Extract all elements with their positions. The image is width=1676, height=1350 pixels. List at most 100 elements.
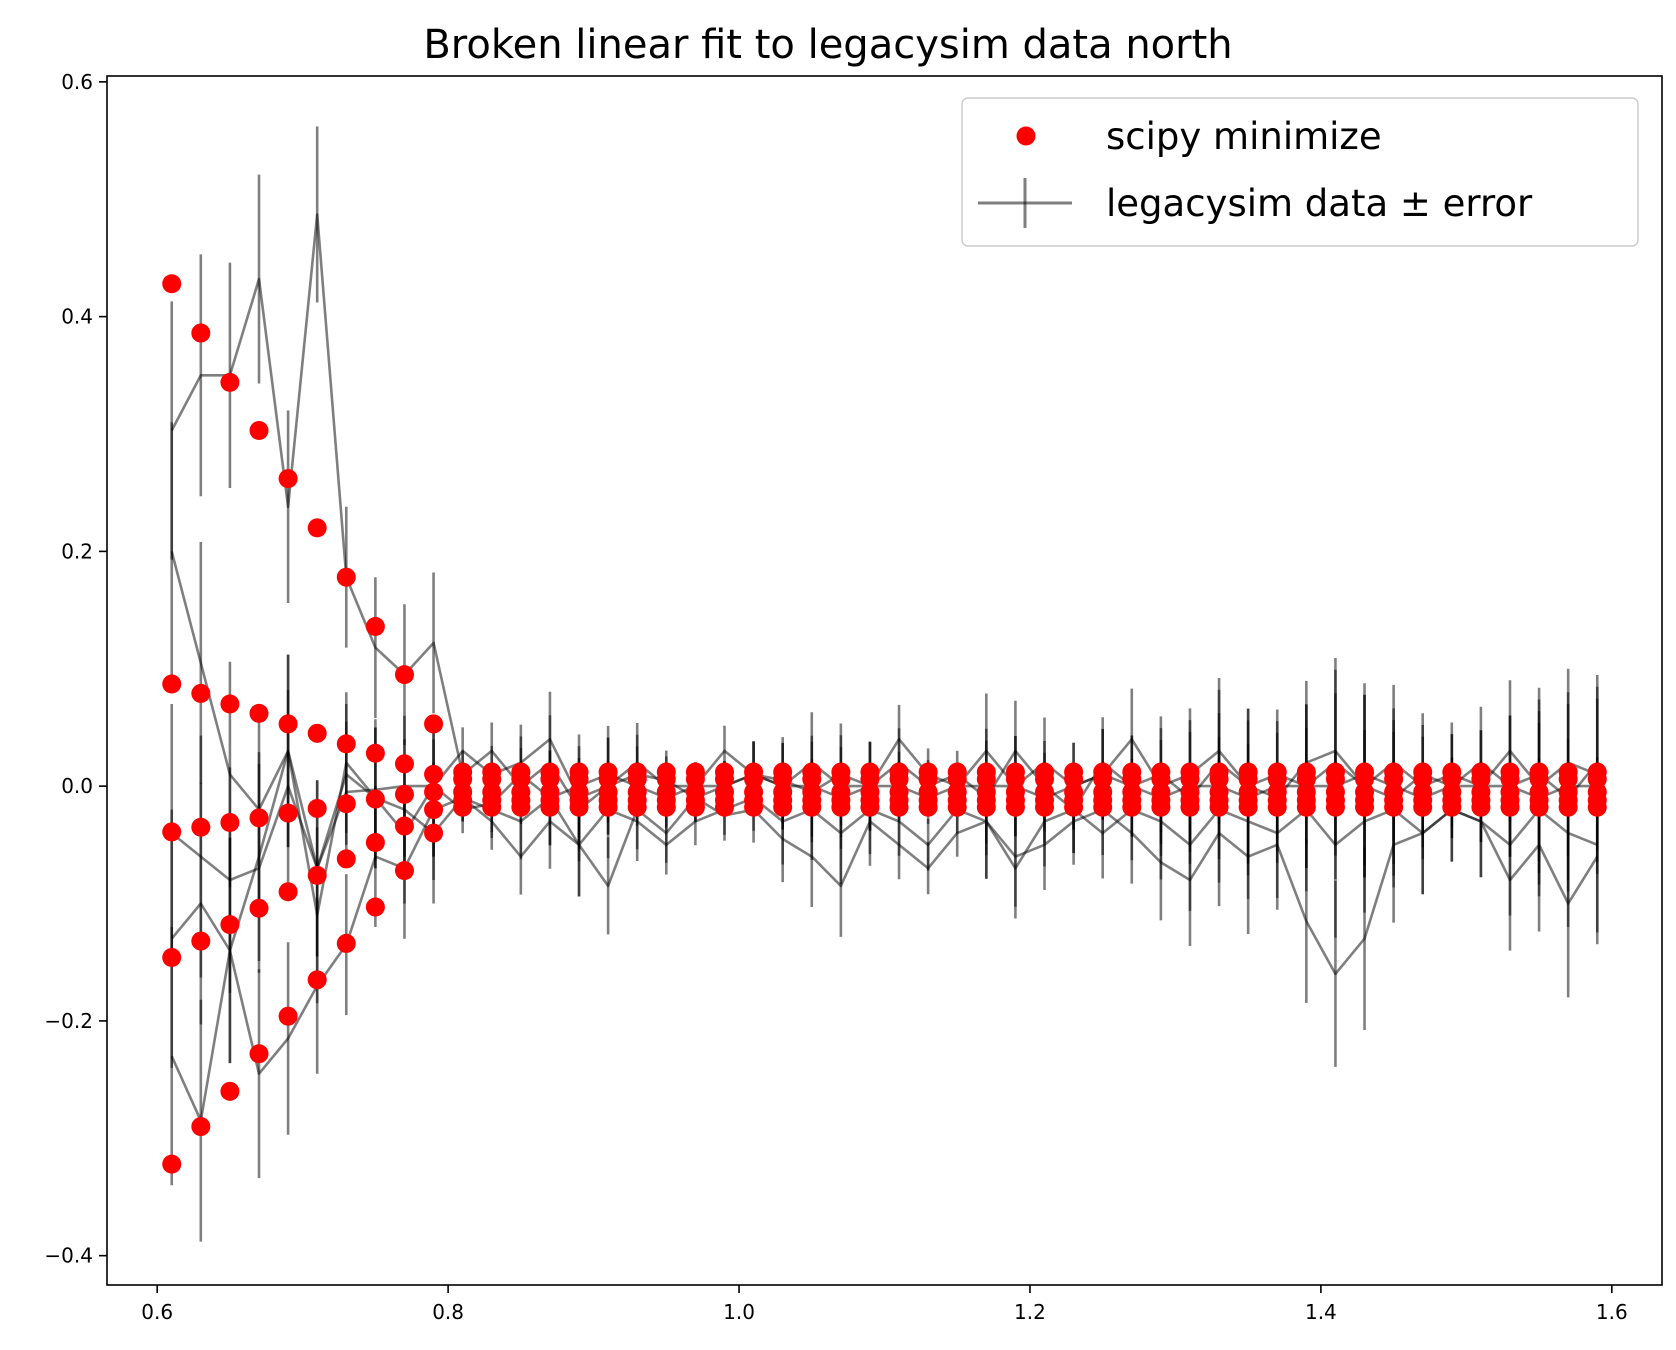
fit-point [249,808,269,828]
fit-point [220,1081,240,1101]
fit-point [365,789,385,809]
y-tick-label: 0.6 [61,70,93,94]
fit-point [394,784,414,804]
fit-point [336,849,356,869]
fit-point [1471,797,1491,817]
fit-point [1296,797,1316,817]
fit-point [365,832,385,852]
x-tick-label: 0.8 [432,1300,464,1324]
fit-point [511,797,531,817]
x-tick-label: 1.4 [1305,1300,1337,1324]
fit-point [947,797,967,817]
fit-point [1325,797,1345,817]
legend-fit-marker [1016,126,1036,146]
fit-point [976,797,996,817]
fit-point [249,1044,269,1064]
fit-point [191,323,211,343]
fit-point [714,797,734,817]
legend-box [961,97,1639,247]
fit-point [394,665,414,685]
fit-point [424,800,444,820]
fit-point [278,714,298,734]
fit-point [220,372,240,392]
fit-point [162,1154,182,1174]
fit-point [394,816,414,836]
fit-point [394,861,414,881]
data-line-3 [170,749,1598,952]
y-tick-label: 0.2 [61,539,93,563]
fit-point [1093,797,1113,817]
fit-point [889,797,909,817]
fit-point [365,617,385,637]
axes-frame [106,75,1663,1286]
fit-point [336,933,356,953]
chart-title: Broken linear fit to legacysim data nort… [423,22,1232,68]
fit-point [336,794,356,814]
fit-point [1500,797,1520,817]
fit-point [627,797,647,817]
fit-point [424,782,444,802]
fit-point [365,743,385,763]
fit-point [1558,797,1578,817]
fit-point [685,797,705,817]
fit-point [249,420,269,440]
fit-point [249,898,269,918]
fit-point [1384,797,1404,817]
fit-point [162,822,182,842]
fit-point [598,797,618,817]
fit-point [1442,797,1462,817]
fit-point [569,797,589,817]
fit-point [1151,797,1171,817]
y-tick-label: 0.0 [61,774,93,798]
fit-point [191,683,211,703]
fit-point [220,694,240,714]
fit-point [1529,797,1549,817]
fit-point [278,803,298,823]
fit-point [1267,797,1287,817]
fit-point [307,970,327,990]
x-tick-label: 1.6 [1596,1300,1628,1324]
fit-point [278,469,298,489]
fit-point [220,915,240,935]
fit-point [424,764,444,784]
data-line-0 [170,213,1599,811]
fit-point [1035,797,1055,817]
fit-point [162,274,182,294]
fit-point [1587,797,1607,817]
x-tick-label: 0.6 [141,1300,173,1324]
fit-point [1180,797,1200,817]
fit-point [191,817,211,837]
fit-point [1355,797,1375,817]
fit-point [860,797,880,817]
fit-point [191,1117,211,1137]
fit-point [1413,797,1433,817]
fit-point [278,882,298,902]
x-tick-label: 1.2 [1014,1300,1046,1324]
fit-point [1238,797,1258,817]
fit-point [307,865,327,885]
fit-point [162,948,182,968]
fit-point [424,714,444,734]
fit-point [1209,797,1229,817]
fit-point [773,797,793,817]
fit-point [802,797,822,817]
fit-point [162,674,182,694]
data-line-2 [170,773,1598,882]
fit-point [307,518,327,538]
axes: 0.6 0.8 1.0 1.2 1.4 1.6 −0.4 −0.2 0.0 0.2 0.4 0.6 [44,70,1663,1324]
y-tick-label: −0.4 [44,1244,93,1268]
legend-fit-label: scipy minimize [1106,115,1382,158]
fit-point [220,813,240,833]
fit-point [918,797,938,817]
fit-point [744,797,764,817]
fit-point [482,797,502,817]
fit-point [278,1006,298,1026]
fit-point [394,754,414,774]
legend: scipy minimize legacysim data ± error [961,97,1639,247]
fit-point [453,797,473,817]
legend-data-label: legacysim data ± error [1106,182,1533,225]
y-tick-label: −0.2 [44,1009,93,1033]
fit-point [424,823,444,843]
fit-point [656,797,676,817]
